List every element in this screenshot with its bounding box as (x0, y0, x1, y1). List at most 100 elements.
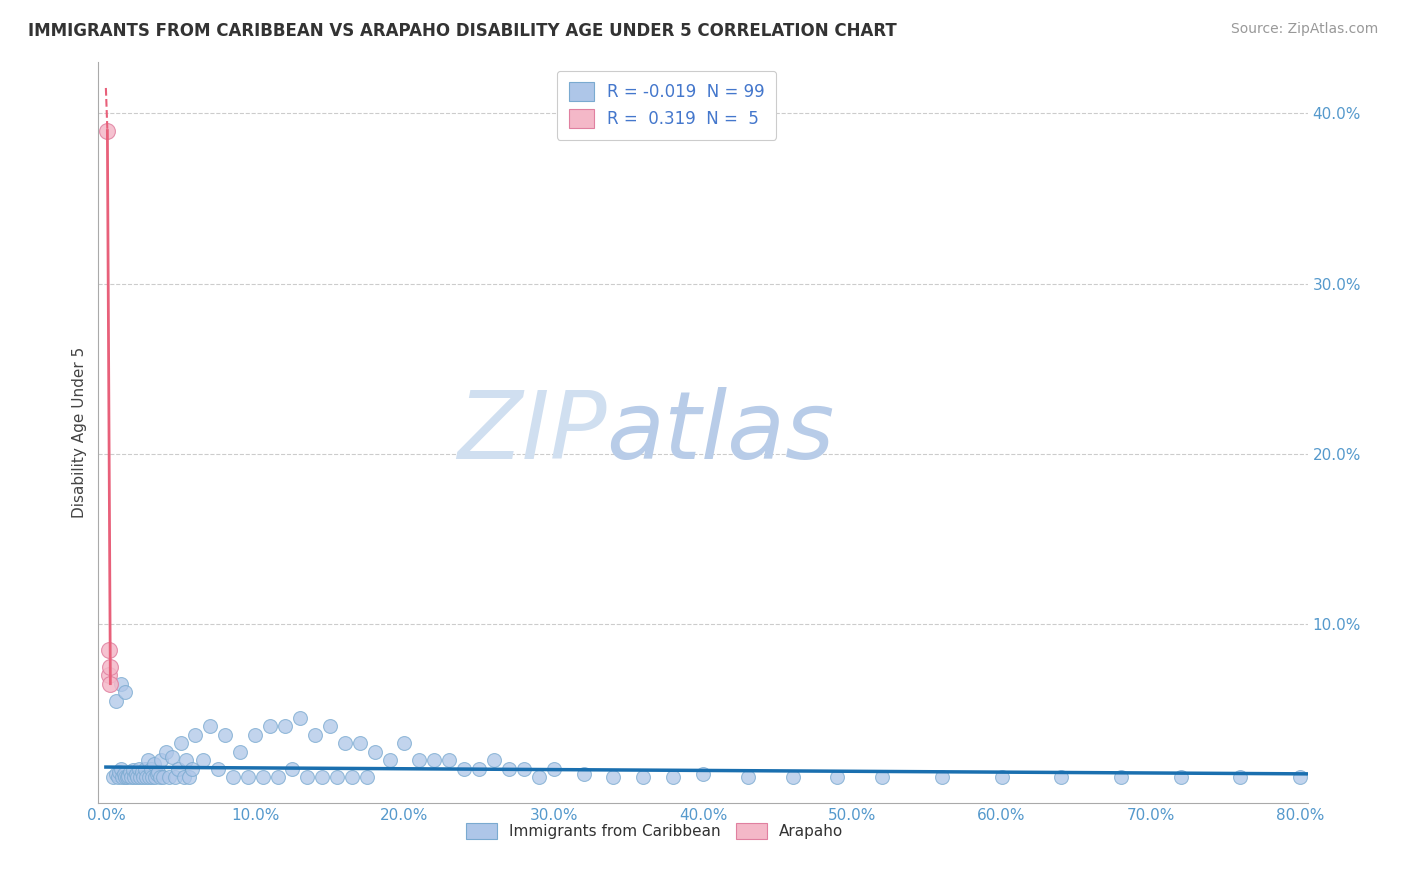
Point (252, 770, 274, 784)
Point (439, 753, 461, 767)
Point (633, 770, 655, 784)
Point (297, 770, 319, 784)
Y-axis label: Disability Age Under 5: Disability Age Under 5 (72, 347, 87, 518)
Point (160, 749, 183, 764)
Point (98, 676, 121, 690)
Point (145, 767, 167, 781)
Point (176, 753, 198, 767)
Point (363, 745, 385, 759)
Point (136, 753, 159, 767)
Point (143, 770, 166, 784)
Point (207, 762, 229, 776)
Point (150, 753, 173, 767)
Point (139, 762, 162, 776)
Point (311, 770, 333, 784)
Point (146, 765, 169, 780)
Point (482, 753, 505, 767)
Point (97, 642, 120, 657)
Point (274, 719, 297, 733)
Point (103, 770, 125, 784)
Point (827, 770, 849, 784)
Point (543, 762, 565, 776)
Point (115, 770, 138, 784)
Point (173, 770, 195, 784)
Point (527, 770, 550, 784)
Point (96, 123, 118, 137)
Point (356, 770, 378, 784)
Point (266, 770, 288, 784)
Point (333, 736, 356, 750)
Point (408, 753, 430, 767)
Point (142, 756, 165, 771)
Point (181, 762, 204, 776)
Point (114, 685, 136, 699)
Point (108, 765, 131, 780)
Point (107, 770, 129, 784)
Point (129, 770, 152, 784)
Point (118, 765, 141, 780)
Point (931, 770, 953, 784)
Point (132, 770, 155, 784)
Point (349, 736, 371, 750)
Point (117, 768, 139, 782)
Point (870, 770, 893, 784)
Point (200, 719, 222, 733)
Point (662, 770, 685, 784)
Point (114, 770, 136, 784)
Text: ZIP: ZIP (457, 387, 606, 478)
Point (191, 753, 214, 767)
Point (394, 736, 416, 750)
Point (692, 767, 714, 781)
Point (498, 762, 520, 776)
Point (125, 767, 148, 781)
Point (326, 770, 349, 784)
Point (152, 770, 174, 784)
Point (319, 719, 342, 733)
Point (138, 770, 160, 784)
Point (1050, 770, 1073, 784)
Point (157, 770, 180, 784)
Point (737, 770, 759, 784)
Point (128, 762, 150, 776)
Text: IMMIGRANTS FROM CARIBBEAN VS ARAPAHO DISABILITY AGE UNDER 5 CORRELATION CHART: IMMIGRANTS FROM CARIBBEAN VS ARAPAHO DIS… (28, 22, 897, 40)
Point (572, 767, 595, 781)
Point (149, 770, 172, 784)
Point (453, 762, 475, 776)
Text: Source: ZipAtlas.com: Source: ZipAtlas.com (1230, 22, 1378, 37)
Point (1229, 770, 1251, 784)
Point (169, 736, 191, 750)
Point (179, 770, 201, 784)
Point (378, 753, 401, 767)
Point (120, 770, 142, 784)
Point (135, 770, 157, 784)
Point (141, 770, 163, 784)
Point (166, 762, 188, 776)
Point (122, 770, 145, 784)
Point (281, 762, 304, 776)
Point (111, 770, 134, 784)
Point (97, 668, 120, 682)
Point (236, 770, 259, 784)
Point (602, 770, 624, 784)
Legend: Immigrants from Caribbean, Arapaho: Immigrants from Caribbean, Arapaho (458, 815, 851, 847)
Point (1170, 770, 1192, 784)
Point (229, 745, 252, 759)
Point (288, 711, 311, 725)
Point (1109, 770, 1132, 784)
Point (243, 728, 266, 742)
Point (423, 753, 446, 767)
Point (134, 762, 156, 776)
Point (127, 770, 149, 784)
Point (155, 745, 177, 759)
Point (110, 762, 132, 776)
Point (110, 676, 132, 690)
Point (340, 770, 363, 784)
Point (222, 770, 245, 784)
Point (98, 659, 121, 673)
Point (1289, 770, 1312, 784)
Point (131, 765, 153, 780)
Point (163, 770, 186, 784)
Point (121, 764, 143, 778)
Point (782, 770, 804, 784)
Point (259, 719, 281, 733)
